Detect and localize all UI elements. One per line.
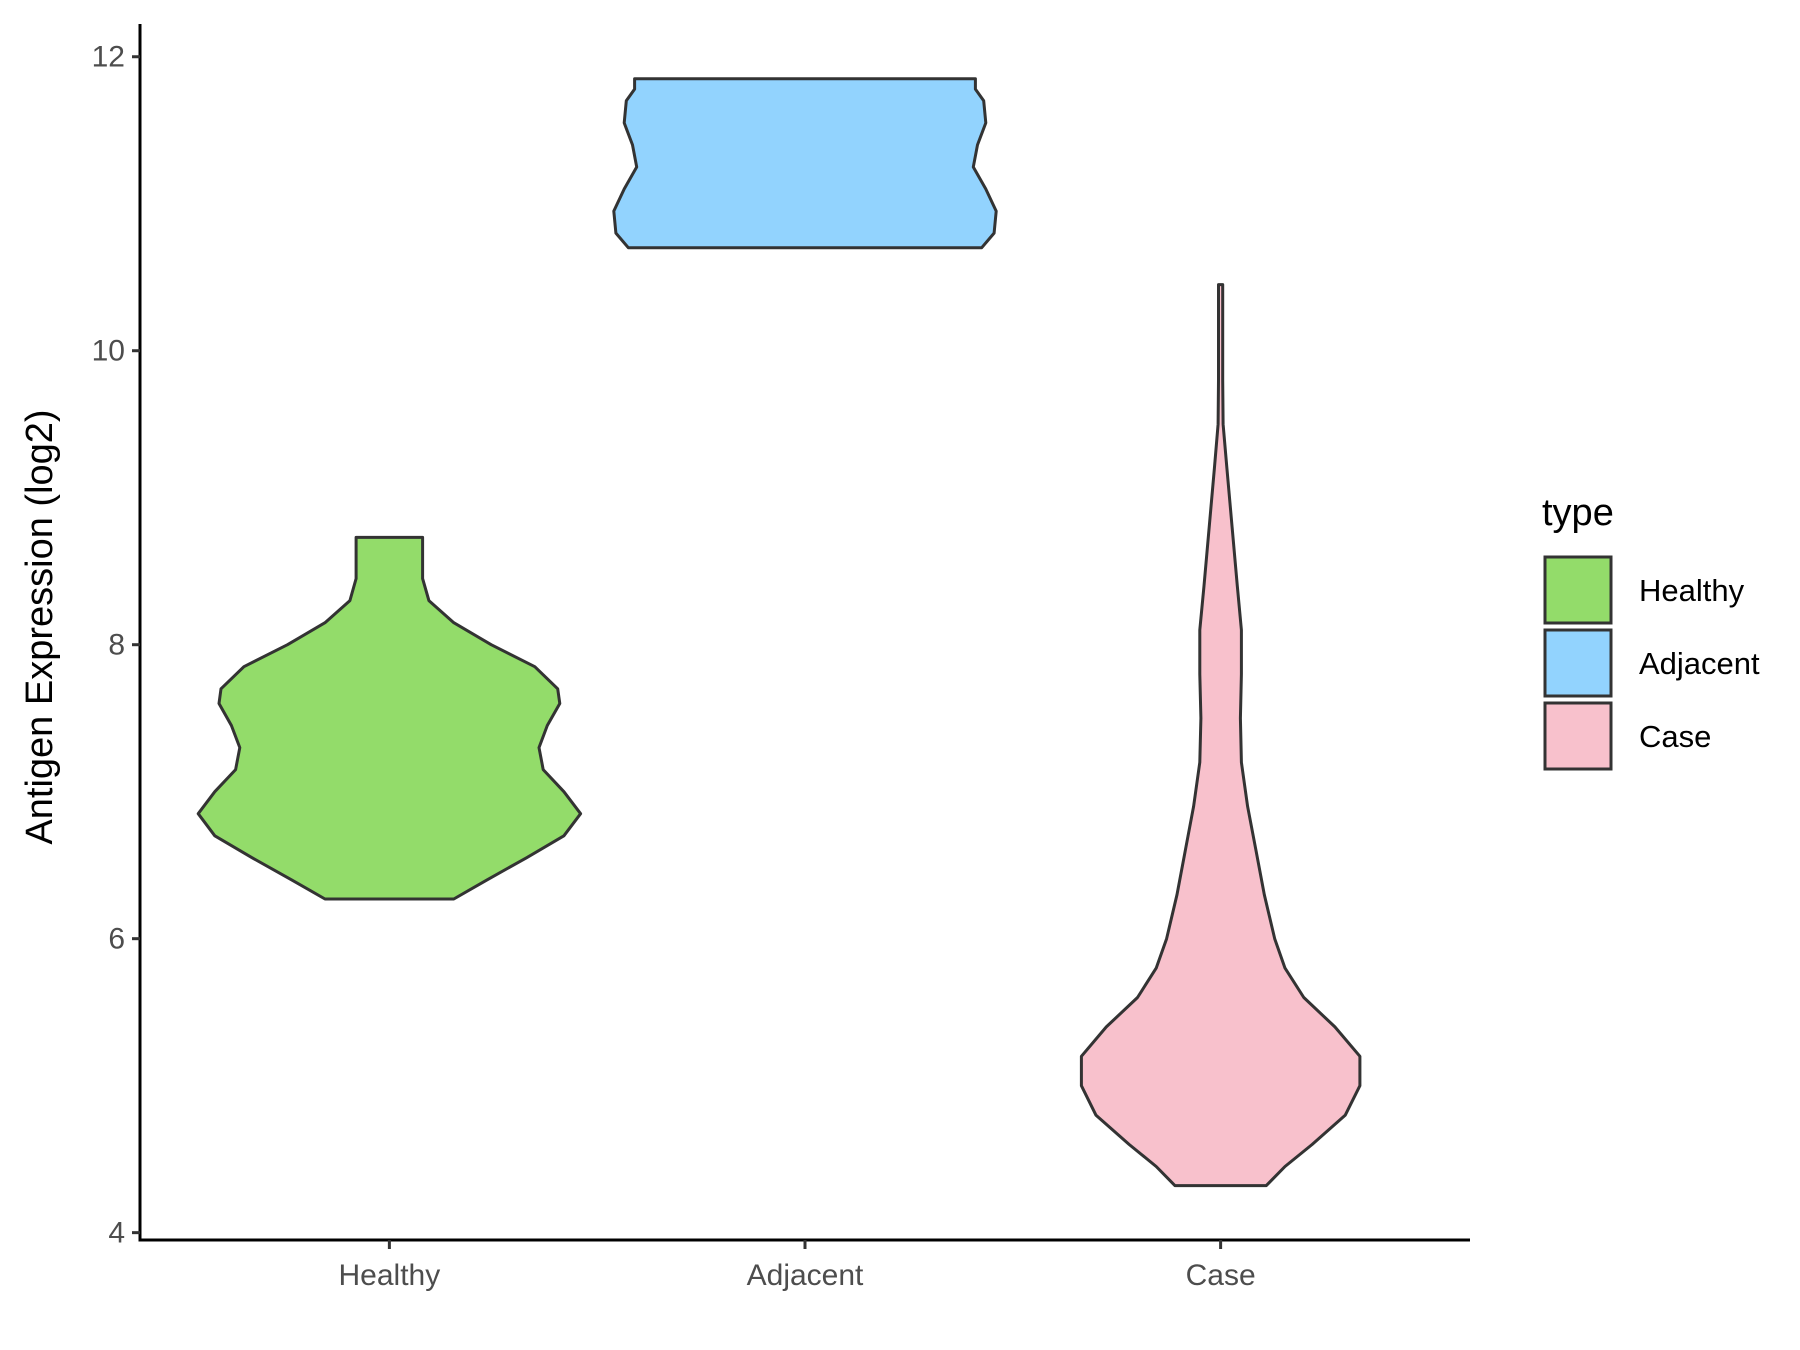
legend-label-case: Case [1639, 719, 1711, 754]
legend-label-adjacent: Adjacent [1639, 646, 1760, 681]
y-tick-label: 12 [92, 41, 125, 74]
violin-case [1079, 283, 1362, 1188]
violin-layer [196, 77, 1362, 1188]
x-tick-label: Case [1186, 1259, 1256, 1292]
y-tick-label: 4 [108, 1217, 125, 1250]
violin-adjacent [612, 77, 998, 250]
legend-key-adjacent [1543, 628, 1613, 698]
legend-label-healthy: Healthy [1639, 573, 1745, 608]
y-tick-label: 8 [108, 629, 125, 662]
axes: 4 6 8 10 12 Healthy Adjacent Case [92, 24, 1470, 1292]
y-tick-label: 10 [92, 335, 125, 368]
legend-title: type [1542, 492, 1614, 534]
y-axis-title: Antigen Expression (log2) [19, 409, 61, 844]
x-tick-label: Healthy [339, 1259, 441, 1292]
x-tick-label: Adjacent [747, 1259, 864, 1292]
y-tick-label: 6 [108, 923, 125, 956]
legend-key-healthy [1543, 555, 1613, 625]
violin-healthy [196, 535, 583, 901]
legend: type Healthy Adjacent Case [1542, 492, 1760, 771]
legend-items: Healthy Adjacent Case [1543, 555, 1760, 771]
legend-key-case [1543, 701, 1613, 771]
